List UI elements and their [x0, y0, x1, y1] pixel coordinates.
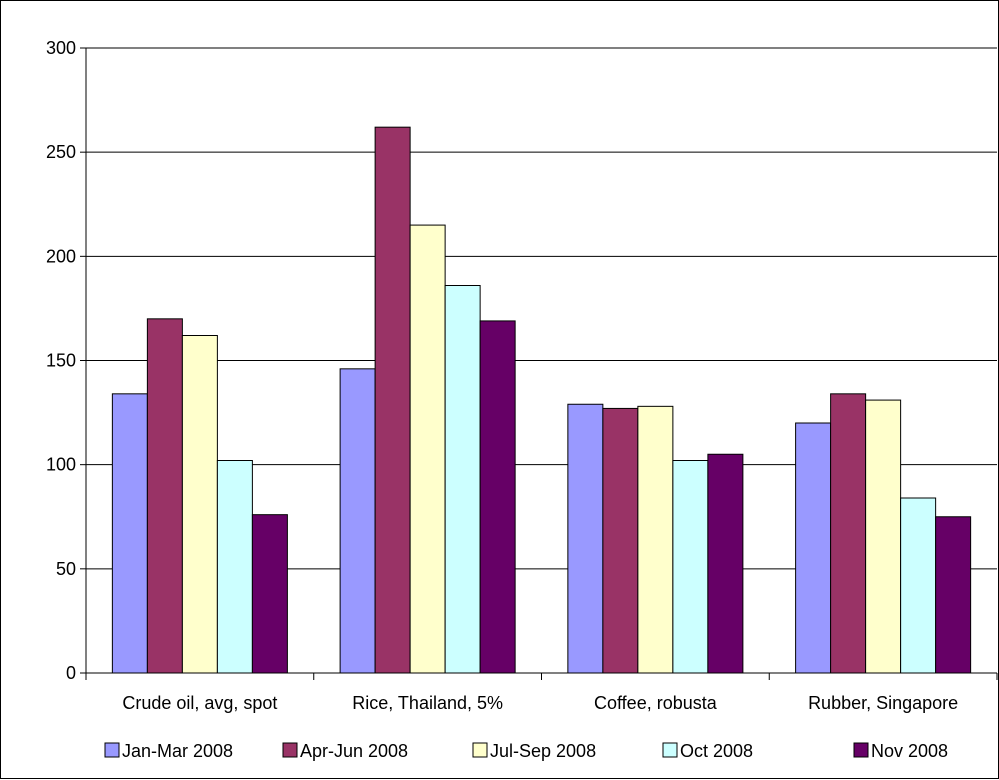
legend-swatch [472, 742, 488, 758]
y-tick-label: 200 [46, 246, 76, 266]
legend-swatch [662, 742, 678, 758]
bar-apr-jun-2008-0 [146, 318, 183, 674]
bar-nov-2008-1 [479, 320, 516, 674]
legend-swatch [104, 742, 120, 758]
bar-jan-mar-2008-3 [795, 422, 832, 674]
bar-oct-2008-0 [216, 460, 253, 674]
bar-apr-jun-2008-1 [374, 126, 411, 674]
bar-jan-mar-2008-0 [111, 393, 148, 674]
legend-label: Jan-Mar 2008 [122, 741, 233, 761]
y-tick-label: 150 [46, 351, 76, 371]
bar-jan-mar-2008-1 [339, 368, 376, 674]
bar-apr-jun-2008-3 [830, 393, 867, 674]
legend-item: Jul-Sep 2008 [472, 741, 596, 761]
bar-oct-2008-2 [672, 460, 709, 674]
legend-swatch [853, 742, 869, 758]
x-tick-label: Rubber, Singapore [808, 693, 958, 713]
legend-swatch [282, 742, 298, 758]
x-tick-label: Coffee, robusta [594, 693, 718, 713]
y-tick-labels: 0 50 100 150 200 250 300 [46, 38, 76, 683]
bar-jul-sep-2008-2 [637, 405, 674, 674]
y-tick-label: 50 [56, 559, 76, 579]
legend-item: Nov 2008 [853, 741, 948, 761]
y-tick-label: 0 [66, 663, 76, 683]
legend-label: Nov 2008 [871, 741, 948, 761]
legend-item: Apr-Jun 2008 [282, 741, 408, 761]
bar-jul-sep-2008-1 [409, 224, 446, 674]
legend-item: Oct 2008 [662, 741, 753, 761]
y-tick-label: 100 [46, 455, 76, 475]
legend-label: Oct 2008 [680, 741, 753, 761]
x-tick-label: Rice, Thailand, 5% [352, 693, 503, 713]
legend-label: Apr-Jun 2008 [300, 741, 408, 761]
bar-oct-2008-3 [900, 497, 937, 674]
bar-nov-2008-0 [251, 514, 288, 674]
bars [111, 126, 972, 674]
bar-jul-sep-2008-3 [865, 399, 902, 674]
bar-jul-sep-2008-0 [181, 335, 218, 674]
y-tick-label: 250 [46, 142, 76, 162]
legend-item: Jan-Mar 2008 [104, 741, 233, 761]
legend: Jan-Mar 2008 Apr-Jun 2008 Jul-Sep 2008 Oct … [104, 741, 948, 761]
bar-oct-2008-1 [444, 285, 481, 674]
bar-jan-mar-2008-2 [567, 403, 604, 674]
bar-apr-jun-2008-2 [602, 407, 639, 674]
x-tick-label: Crude oil, avg, spot [122, 693, 277, 713]
y-tick-label: 300 [46, 38, 76, 58]
bar-nov-2008-2 [707, 453, 744, 674]
x-tick-labels: Crude oil, avg, spot Rice, Thailand, 5% Co… [122, 693, 958, 713]
legend-label: Jul-Sep 2008 [490, 741, 596, 761]
bar-nov-2008-3 [935, 516, 972, 674]
